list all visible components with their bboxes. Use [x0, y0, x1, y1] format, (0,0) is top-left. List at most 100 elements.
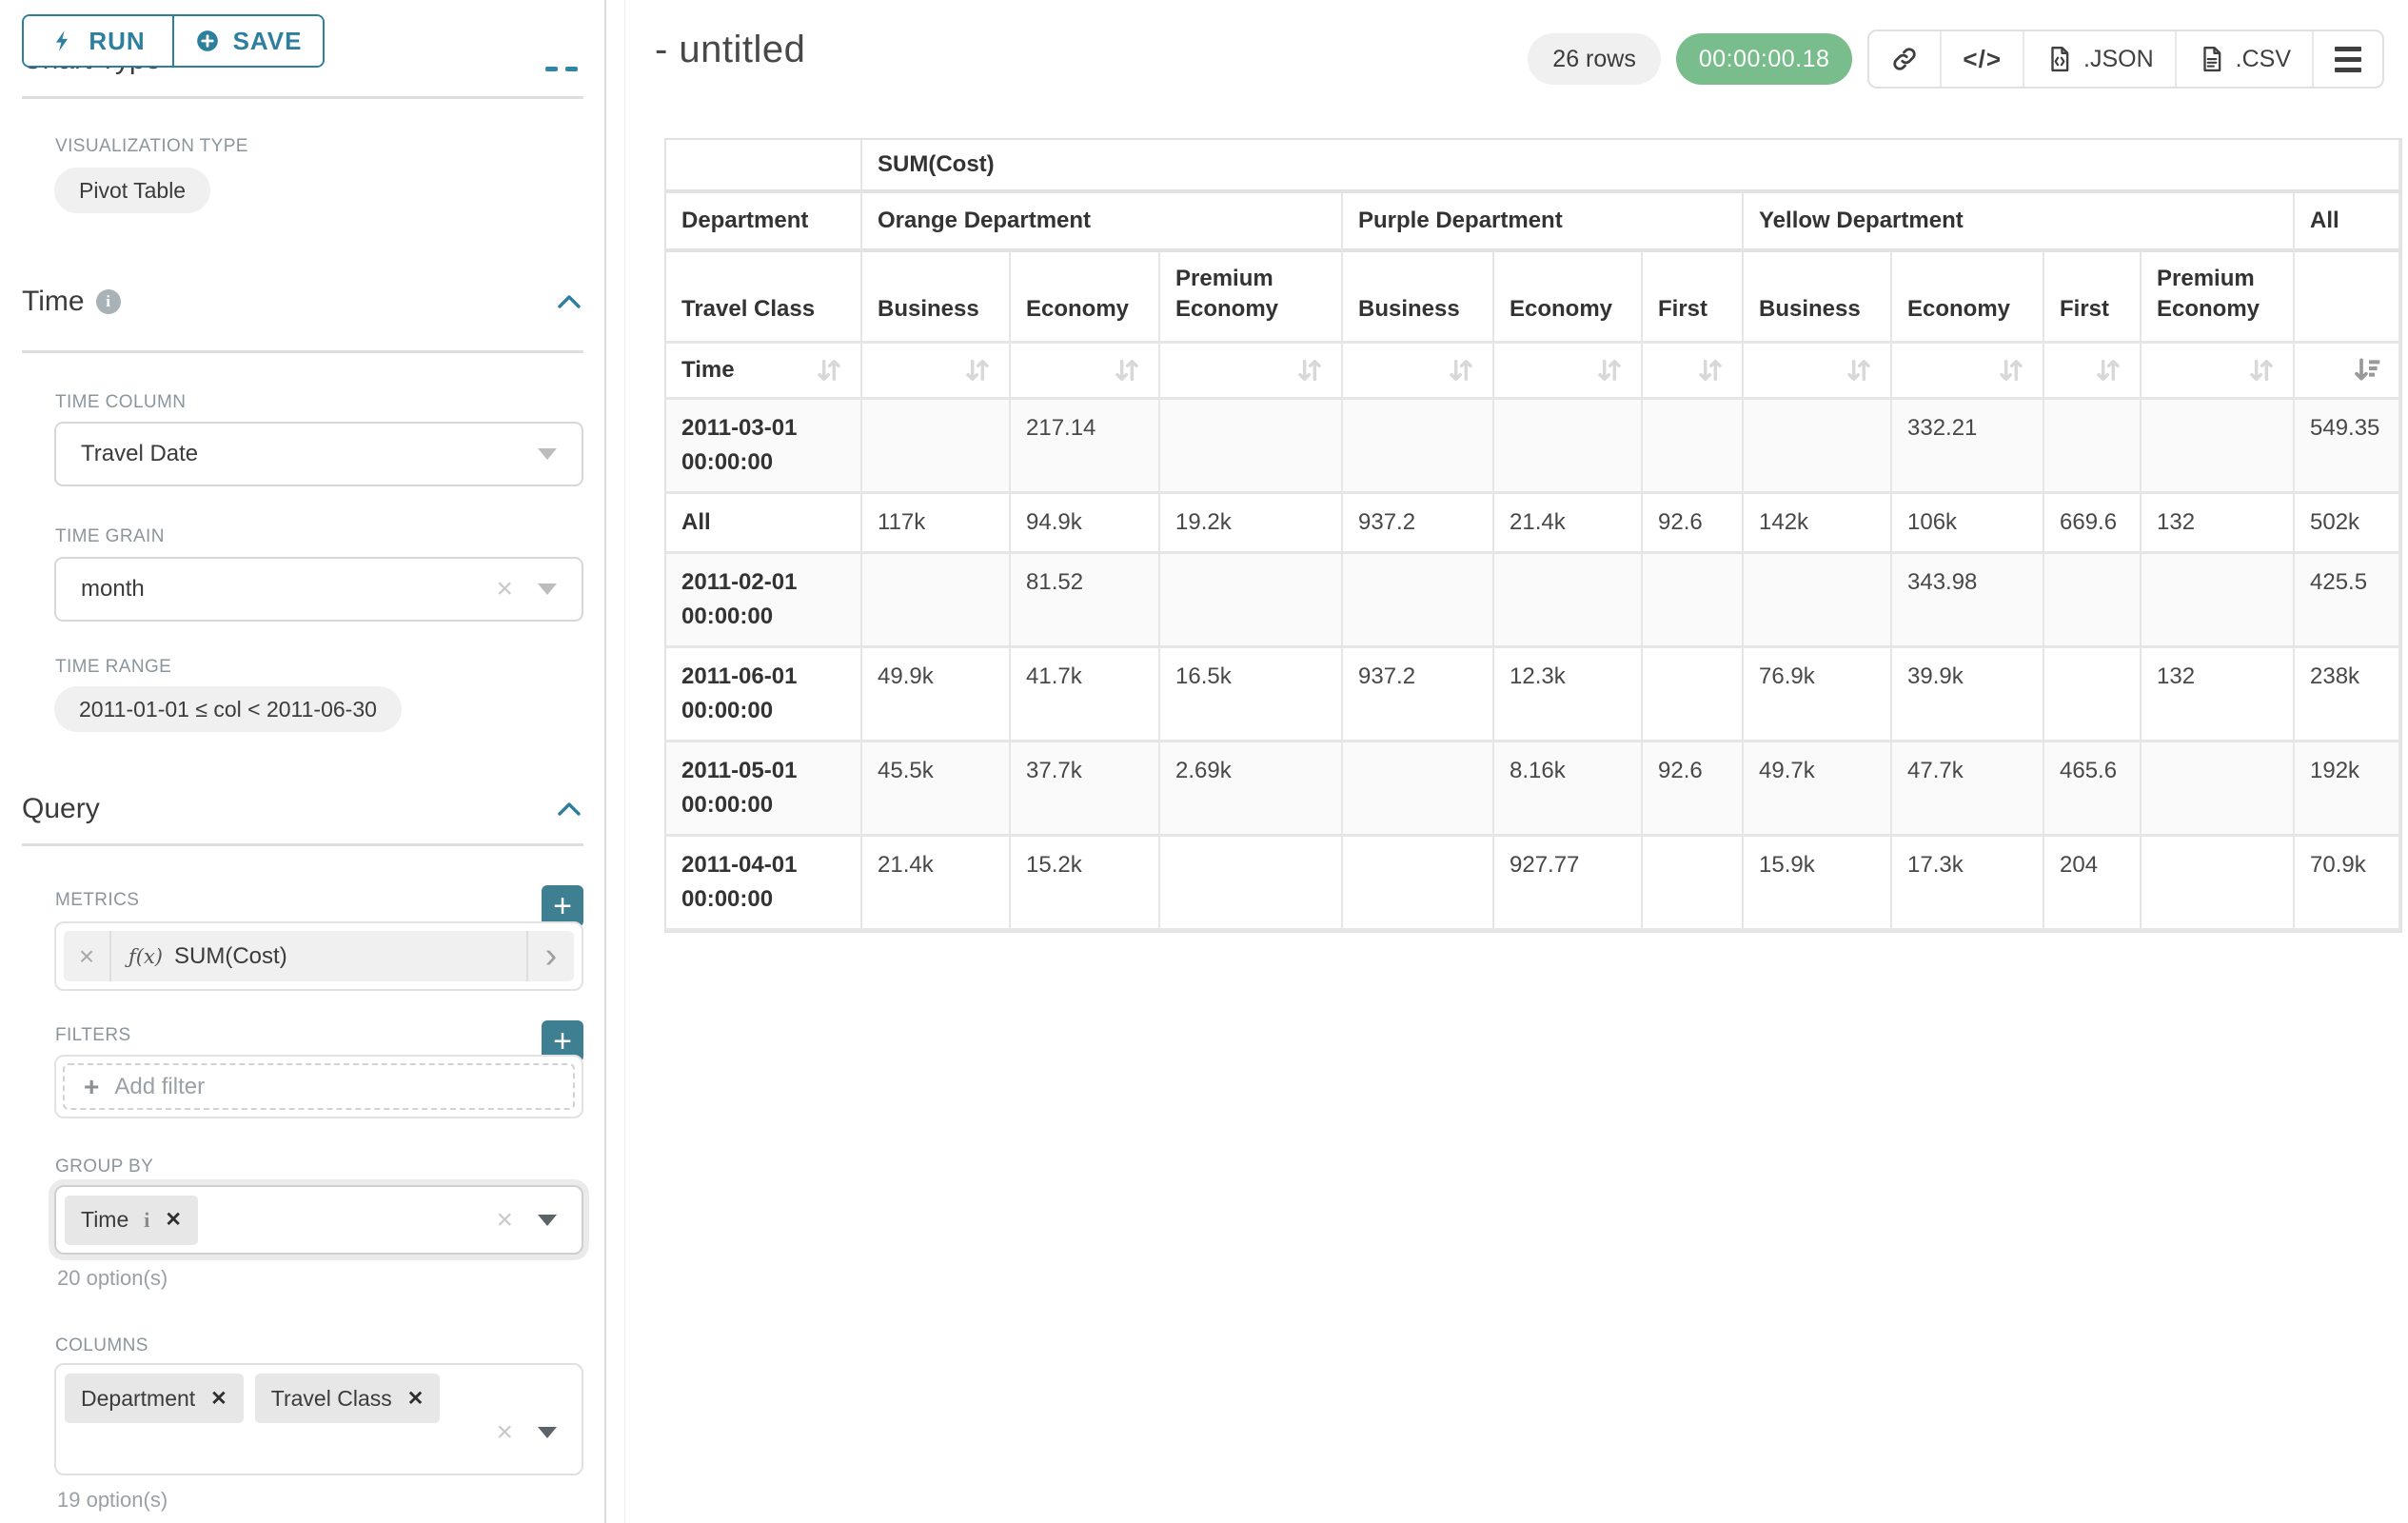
- control-panel-sidebar: Chart Type RUN SAVE VISUALIZATION TYPE P…: [0, 0, 606, 1523]
- data-cell: 8.16k: [1494, 742, 1643, 837]
- data-cell: [1643, 836, 1744, 931]
- data-cell: [1643, 399, 1744, 494]
- chart-title: - untitled: [655, 29, 806, 70]
- sort-icon[interactable]: [1111, 355, 1143, 386]
- sort-header[interactable]: [862, 343, 1011, 400]
- collapse-chevron-icon[interactable]: [556, 800, 582, 819]
- remove-chip-icon[interactable]: ✕: [165, 1209, 182, 1231]
- data-cell: [2142, 399, 2295, 494]
- sort-icon[interactable]: [2245, 355, 2278, 386]
- chevron-right-icon[interactable]: ›: [526, 931, 574, 981]
- data-cell: 2.69k: [1160, 742, 1343, 837]
- more-options-button[interactable]: [2312, 31, 2382, 87]
- clear-icon[interactable]: ×: [496, 573, 513, 604]
- query-timer-badge: 00:00:00.18: [1675, 33, 1853, 85]
- data-cell: [2044, 553, 2142, 648]
- result-toolbar: 26 rows 00:00:00.18 </> .JSON .CSV: [1528, 30, 2384, 89]
- sort-header[interactable]: [1494, 343, 1643, 400]
- save-button[interactable]: SAVE: [172, 16, 323, 66]
- data-cell: 49.7k: [1744, 742, 1892, 837]
- collapse-chevron-icon[interactable]: [556, 292, 582, 311]
- row-dimension2-header: Travel Class: [666, 252, 862, 344]
- data-cell: [1643, 553, 1744, 648]
- time-range-pill[interactable]: 2011-01-01 ≤ col < 2011-06-30: [54, 686, 402, 732]
- sort-descending-icon[interactable]: [2351, 355, 2383, 386]
- data-cell: 81.52: [1011, 553, 1160, 648]
- data-cell: 106k: [1892, 493, 2044, 554]
- sort-header[interactable]: [1892, 343, 2044, 400]
- column-header: Premium Economy: [2142, 252, 2295, 344]
- data-cell: [1643, 647, 1744, 742]
- data-cell: [2142, 836, 2295, 931]
- data-cell: 19.2k: [1160, 493, 1343, 554]
- sort-icon[interactable]: [1293, 355, 1326, 386]
- time-column-select[interactable]: Travel Date: [54, 422, 583, 486]
- copy-link-button[interactable]: [1869, 31, 1940, 87]
- embed-code-button[interactable]: </>: [1940, 31, 2023, 87]
- columns-chip-department[interactable]: Department ✕: [65, 1374, 244, 1423]
- metric-item[interactable]: × ƒ(x) SUM(Cost) ›: [64, 931, 574, 981]
- columns-chip-travel-class[interactable]: Travel Class ✕: [254, 1374, 441, 1423]
- table-row: 2011-05-01 00:00:00 45.5k 37.7k 2.69k 8.16k 9…: [666, 742, 2401, 837]
- data-cell: 21.4k: [862, 836, 1011, 931]
- sort-header[interactable]: [1160, 343, 1343, 400]
- column-group-header: Purple Department: [1343, 193, 1744, 252]
- sort-icon[interactable]: [813, 355, 845, 386]
- sort-header[interactable]: [1343, 343, 1494, 400]
- time-range-value: 2011-01-01 ≤ col < 2011-06-30: [79, 696, 377, 722]
- sort-header[interactable]: [1011, 343, 1160, 400]
- data-cell: [2142, 553, 2295, 648]
- data-cell: [2044, 647, 2142, 742]
- clear-icon[interactable]: ×: [496, 1203, 513, 1236]
- viz-type-value: Pivot Table: [79, 177, 187, 203]
- section-divider: [22, 96, 583, 99]
- columns-select[interactable]: Department ✕ Travel Class ✕ ×: [54, 1363, 583, 1475]
- remove-chip-icon[interactable]: ✕: [406, 1387, 424, 1410]
- sort-header-active[interactable]: [2295, 343, 2401, 400]
- remove-chip-icon[interactable]: ✕: [210, 1387, 227, 1410]
- run-button-label: RUN: [89, 26, 146, 55]
- data-cell: [1160, 399, 1343, 494]
- json-label: .JSON: [2083, 45, 2154, 72]
- sort-header[interactable]: [1643, 343, 1744, 400]
- data-cell: 49.9k: [862, 647, 1011, 742]
- column-group-header: Orange Department: [862, 193, 1343, 252]
- time-grain-value: month: [81, 576, 145, 602]
- csv-file-icon: [2198, 45, 2226, 73]
- sort-icon[interactable]: [1995, 355, 2027, 386]
- viz-type-pill[interactable]: Pivot Table: [54, 168, 211, 213]
- export-csv-button[interactable]: .CSV: [2174, 31, 2312, 87]
- table-row: 2011-02-01 00:00:00 81.52 343.98 425.5: [666, 553, 2401, 648]
- add-filter-dropzone[interactable]: + Add filter: [63, 1063, 575, 1110]
- info-icon: i: [144, 1207, 150, 1232]
- sort-icon[interactable]: [1593, 355, 1626, 386]
- sort-icon[interactable]: [1843, 355, 1875, 386]
- run-button[interactable]: RUN: [24, 16, 172, 66]
- sort-header[interactable]: [2044, 343, 2142, 400]
- sort-icon[interactable]: [961, 355, 994, 386]
- group-by-options-note: 20 option(s): [57, 1266, 168, 1290]
- group-by-select[interactable]: Time i ✕ ×: [54, 1185, 583, 1255]
- sort-icon[interactable]: [2092, 355, 2124, 386]
- sort-header[interactable]: [2142, 343, 2295, 400]
- group-by-chip-time[interactable]: Time i ✕: [65, 1195, 198, 1245]
- chip-label: Travel Class: [270, 1385, 392, 1411]
- export-json-button[interactable]: .JSON: [2023, 31, 2175, 87]
- remove-metric-icon[interactable]: ×: [64, 931, 111, 981]
- clear-icon[interactable]: ×: [496, 1416, 513, 1448]
- plus-circle-icon: [195, 29, 220, 53]
- sort-header[interactable]: [1744, 343, 1892, 400]
- row-header-cell: 2011-02-01 00:00:00: [666, 553, 862, 648]
- data-cell: 465.6: [2044, 742, 2142, 837]
- data-cell: [1343, 399, 1494, 494]
- sort-icon[interactable]: [1445, 355, 1477, 386]
- group-by-label: GROUP BY: [55, 1157, 154, 1177]
- time-grain-select[interactable]: month ×: [54, 557, 583, 622]
- time-sort-header[interactable]: Time: [666, 343, 862, 400]
- metric-header: SUM(Cost): [862, 140, 2401, 193]
- data-cell: 15.9k: [1744, 836, 1892, 931]
- column-header: Business: [862, 252, 1011, 344]
- sort-icon[interactable]: [1694, 355, 1727, 386]
- add-metric-button[interactable]: +: [542, 885, 583, 927]
